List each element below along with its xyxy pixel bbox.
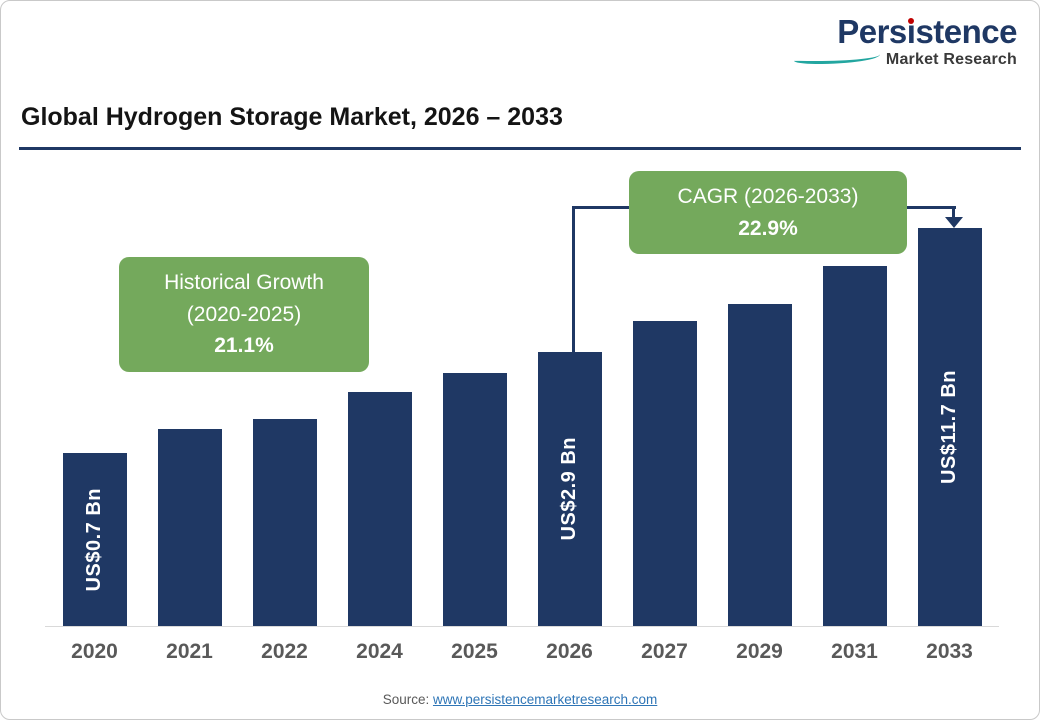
logo-brand-text: Persıstence: [837, 13, 1017, 50]
cagr-callout: CAGR (2026-2033) 22.9%: [629, 171, 907, 254]
logo-subtitle: Market Research: [885, 50, 1017, 68]
bar-chart: US$0.7 Bn 2020 2021 2022 2024 2025 US$2.9 Bn 20…: [47, 228, 997, 664]
source-line: Source: www.persistencemarketresearch.co…: [1, 692, 1039, 707]
connector-line-drop: [952, 206, 955, 218]
bar-column: 2027: [617, 228, 712, 664]
cagr-value: 22.9%: [738, 216, 798, 240]
x-axis-label: 2021: [166, 640, 213, 663]
x-axis-label: 2033: [926, 640, 973, 663]
bar-2027: [632, 321, 697, 626]
x-axis-label: 2025: [451, 640, 498, 663]
connector-line-vertical: [572, 206, 575, 354]
bar-value-label: US$11.7 Bn: [938, 370, 960, 484]
bar-column: US$0.7 Bn 2020: [47, 228, 142, 664]
bar-column: 2021: [142, 228, 237, 664]
bar-value-label: US$2.9 Bn: [558, 437, 580, 541]
historical-growth-callout: Historical Growth (2020-2025) 21.1%: [119, 257, 369, 372]
bar-2021: [157, 429, 222, 626]
bar-2026: US$2.9 Bn: [537, 352, 602, 626]
source-link[interactable]: www.persistencemarketresearch.com: [432, 692, 658, 707]
bar-column: 2022: [237, 228, 332, 664]
historical-growth-line1: Historical Growth: [164, 271, 324, 294]
x-axis-label: 2026: [546, 640, 593, 663]
x-axis-line: [45, 626, 999, 627]
title-underline: [19, 147, 1021, 150]
bar-column: US$2.9 Bn 2026: [522, 228, 617, 664]
x-axis-label: 2031: [831, 640, 878, 663]
bar-value-label: US$0.7 Bn: [83, 487, 105, 592]
x-axis-label: 2029: [736, 640, 783, 663]
cagr-line1: CAGR (2026-2033): [677, 185, 859, 208]
bar-2020: US$0.7 Bn: [62, 453, 127, 626]
x-axis-label: 2024: [356, 640, 403, 663]
x-axis-label: 2027: [641, 640, 688, 663]
bar-column: 2025: [427, 228, 522, 664]
bar-column: US$11.7 Bn 2033: [902, 228, 997, 664]
bar-2022: [252, 419, 317, 626]
historical-growth-value: 21.1%: [214, 334, 274, 357]
logo: Persıstence Market Research: [793, 13, 1018, 69]
x-axis-label: 2020: [71, 640, 118, 663]
bar-2029: [727, 304, 792, 626]
bar-2025: [442, 373, 507, 626]
bar-column: 2031: [807, 228, 902, 664]
logo-swoosh-icon: [793, 51, 880, 64]
arrowhead-icon: [945, 217, 963, 228]
source-label: Source:: [382, 692, 433, 707]
bar-2031: [822, 266, 887, 626]
bar-2024: [347, 392, 412, 626]
page-title: Global Hydrogen Storage Market, 2026 – 2…: [21, 103, 563, 131]
historical-growth-line2: (2020-2025): [186, 302, 302, 326]
bar-column: 2029: [712, 228, 807, 664]
bar-column: 2024: [332, 228, 427, 664]
x-axis-label: 2022: [261, 640, 308, 663]
bar-2033: US$11.7 Bn: [917, 228, 982, 626]
